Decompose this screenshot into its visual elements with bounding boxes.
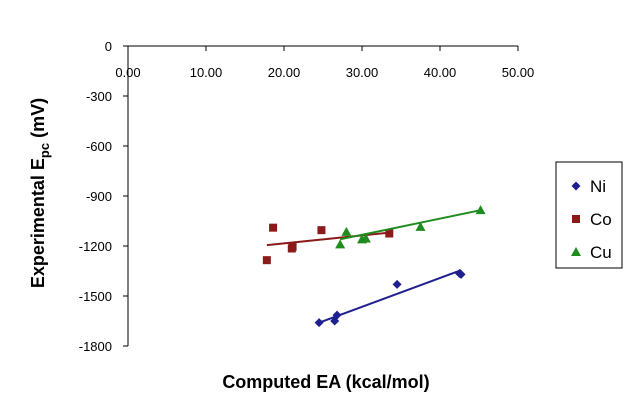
data-point-co [385, 229, 394, 238]
data-point-co [269, 223, 278, 232]
legend-label-cu: Cu [590, 243, 612, 262]
data-point-cu [415, 221, 426, 231]
legend-label-ni: Ni [590, 177, 606, 196]
data-point-co [262, 256, 271, 265]
legend-marker-cu [571, 247, 581, 256]
legend-marker-ni [571, 181, 581, 191]
y-tick-label: -1800 [79, 339, 112, 354]
y-axis-title-subscript: pc [37, 143, 52, 158]
y-tick-label: -300 [86, 89, 112, 104]
legend-items: Ni Co Cu [571, 177, 612, 262]
y-tick-label: -600 [86, 139, 112, 154]
data-point-co [317, 226, 326, 235]
y-axis-title: Experimental Epc (mV) [28, 98, 52, 288]
y-axis-title-main: Experimental E [28, 158, 48, 288]
x-tick-label: 0.00 [115, 65, 140, 80]
data-point-cu [475, 205, 486, 215]
x-tick-label: 10.00 [190, 65, 223, 80]
data-point-ni [456, 269, 466, 279]
series-ni [314, 269, 466, 328]
legend-label-co: Co [590, 210, 612, 229]
y-tick-label: 0 [105, 39, 112, 54]
tick-labels: 0 -300 -600 -900 -1200 -1500 -1800 0.00 10.00 20.… [79, 39, 535, 354]
data-point-cu [335, 239, 346, 249]
trendline-co [266, 231, 390, 247]
data-point-ni [332, 310, 342, 320]
x-tick-label: 50.00 [502, 65, 535, 80]
data-point-ni [392, 279, 402, 289]
axes [123, 45, 519, 347]
data-point-cu [360, 233, 371, 243]
x-tick-label: 30.00 [346, 65, 379, 80]
x-axis-title: Computed EA (kcal/mol) [222, 372, 429, 392]
trendline-cu [339, 209, 481, 241]
x-tick-label: 40.00 [424, 65, 457, 80]
y-tick-label: -900 [86, 189, 112, 204]
y-tick-label: -1200 [79, 239, 112, 254]
legend: Ni Co Cu [555, 161, 623, 269]
legend-box [555, 161, 623, 269]
data-point-co [288, 242, 297, 251]
y-axis-title-suffix: (mV) [28, 98, 48, 143]
series-cu [335, 205, 486, 249]
data-point-ni [314, 318, 324, 328]
trendline-ni [318, 269, 462, 324]
x-tick-label: 20.00 [268, 65, 301, 80]
legend-marker-co [572, 215, 580, 223]
data-point-cu [341, 226, 352, 236]
series-co [262, 223, 394, 265]
series-layer [262, 205, 486, 328]
y-tick-label: -1500 [79, 289, 112, 304]
